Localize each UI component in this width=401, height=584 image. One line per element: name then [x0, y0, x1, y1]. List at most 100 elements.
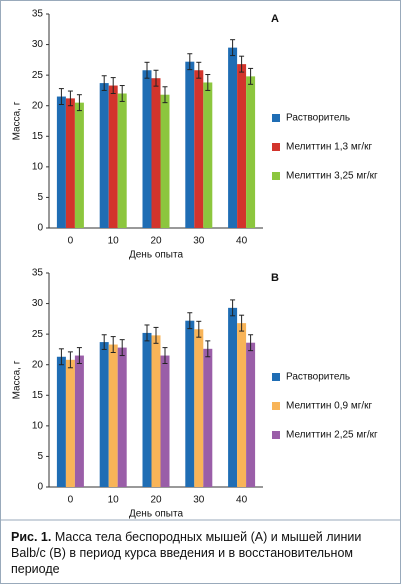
x-tick-label: 20: [150, 495, 162, 506]
charts: 0 5 10 15 20 25 30 35 Масса, г День опыта A 0 10 20 30…: [1, 9, 400, 521]
error-bar: [162, 347, 168, 364]
legend-label: Растворитель: [286, 113, 350, 124]
bar: [65, 359, 75, 487]
legend-swatch: [272, 114, 280, 122]
bar: [228, 47, 238, 228]
bar: [246, 342, 256, 487]
bar: [56, 96, 66, 229]
bar: [65, 98, 75, 229]
error-bar: [239, 314, 245, 332]
bar: [99, 83, 109, 228]
error-bar: [162, 86, 168, 104]
error-bar: [230, 39, 236, 57]
bar: [237, 64, 247, 228]
legend-swatch: [272, 431, 280, 439]
x-tick-label: 10: [108, 236, 120, 247]
caption-text: Масса тела беспородных мышей (А) и мышей…: [11, 530, 362, 576]
error-bar: [110, 77, 116, 94]
error-bar: [248, 67, 254, 85]
y-tick-label: 25: [32, 70, 44, 81]
legend-swatch: [272, 402, 280, 410]
y-tick-label: 15: [32, 390, 44, 401]
bar: [74, 102, 84, 228]
error-bar: [58, 348, 64, 366]
error-bar: [248, 334, 254, 352]
x-tick-label: 40: [236, 236, 248, 247]
y-axis-title: Масса, г: [12, 360, 23, 399]
panel-label: B: [271, 272, 279, 284]
legend-swatch: [272, 143, 280, 151]
x-tick-label: 20: [150, 236, 162, 247]
bar: [194, 329, 204, 487]
error-bar: [196, 61, 202, 79]
bar: [237, 323, 247, 487]
error-bar: [101, 75, 107, 91]
bar: [108, 344, 118, 487]
error-bar: [67, 90, 73, 107]
error-bar: [58, 88, 64, 105]
legend-label: Мелиттин 0,9 мг/кг: [286, 401, 372, 412]
y-tick-label: 30: [32, 298, 44, 309]
error-bar: [239, 55, 245, 73]
bar: [194, 70, 204, 228]
y-tick-label: 0: [37, 482, 43, 493]
x-tick-label: 30: [193, 495, 205, 506]
error-bar: [76, 94, 82, 112]
error-bar: [153, 326, 159, 344]
x-axis-title: День опыта: [129, 250, 183, 261]
bar: [142, 70, 152, 228]
bar: [117, 347, 127, 487]
y-tick-label: 20: [32, 359, 44, 370]
bar: [151, 335, 161, 487]
legend-label: Мелиттин 1,3 мг/кг: [286, 142, 372, 153]
bar: [56, 356, 66, 487]
error-bar: [110, 336, 116, 353]
x-tick-label: 40: [236, 495, 248, 506]
bar: [151, 78, 161, 228]
bar: [228, 307, 238, 487]
legend-label: Мелиттин 3,25 мг/кг: [286, 171, 378, 182]
x-tick-label: 0: [68, 495, 74, 506]
y-tick-label: 30: [32, 39, 44, 50]
bar: [246, 76, 256, 228]
error-bar: [230, 299, 236, 317]
x-tick-label: 0: [68, 236, 74, 247]
panel-label: A: [271, 13, 279, 25]
caption-label: Рис. 1.: [11, 530, 52, 544]
y-tick-label: 35: [32, 9, 44, 20]
error-bar: [205, 340, 211, 358]
bar: [185, 61, 195, 228]
error-bar: [101, 334, 107, 350]
legend-label: Растворитель: [286, 372, 350, 383]
error-bar: [67, 351, 73, 369]
error-bar: [144, 61, 150, 79]
error-bar: [119, 85, 125, 102]
bar: [108, 85, 118, 228]
y-axis-title: Масса, г: [12, 101, 23, 140]
bar: [99, 342, 109, 487]
error-bar: [144, 324, 150, 342]
y-tick-label: 0: [37, 223, 43, 234]
bar: [203, 82, 213, 228]
bar: [117, 93, 127, 228]
y-tick-label: 5: [37, 451, 43, 462]
y-tick-label: 20: [32, 100, 44, 111]
y-tick-label: 35: [32, 268, 44, 279]
caption: Рис. 1. Масса тела беспородных мышей (А)…: [11, 529, 391, 577]
error-bar: [76, 347, 82, 364]
y-tick-label: 10: [32, 161, 44, 172]
bar: [160, 355, 170, 487]
error-bar: [196, 320, 202, 338]
error-bar: [153, 69, 159, 87]
legend-swatch: [272, 172, 280, 180]
error-bar: [119, 339, 125, 357]
y-tick-label: 25: [32, 329, 44, 340]
error-bar: [187, 312, 193, 330]
legend-swatch: [272, 373, 280, 381]
y-tick-label: 15: [32, 131, 44, 142]
y-tick-label: 10: [32, 420, 44, 431]
error-bar: [205, 74, 211, 91]
bar: [203, 348, 213, 487]
y-tick-label: 5: [37, 192, 43, 203]
